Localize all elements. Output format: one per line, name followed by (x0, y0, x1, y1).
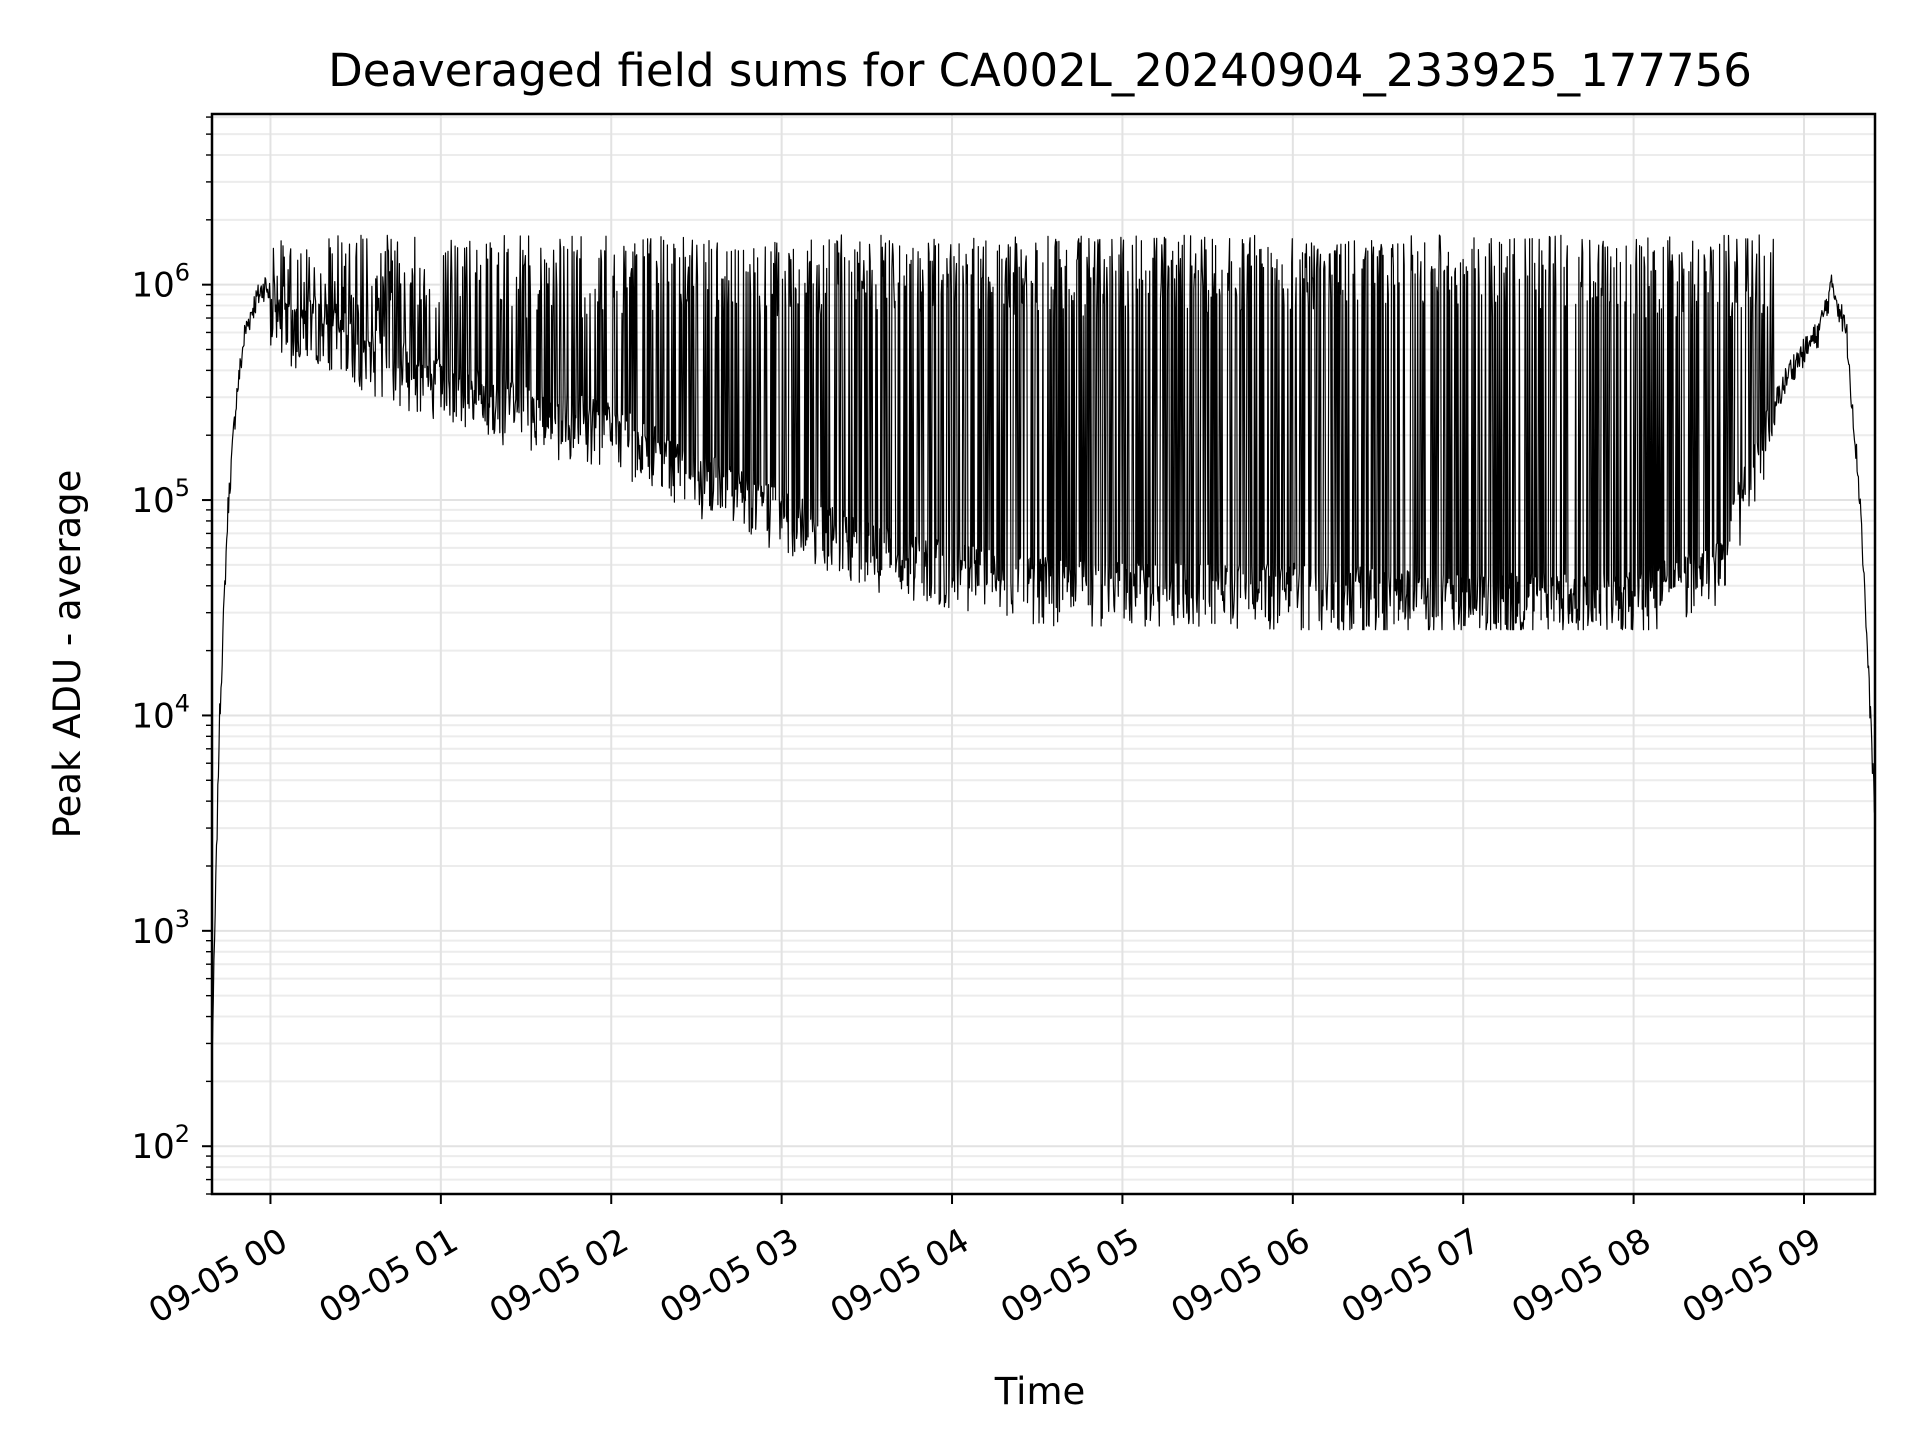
x-tick-label: 09-05 01 (313, 1221, 465, 1332)
y-tick-label: 105 (131, 474, 190, 521)
chart-title: Deaveraged field sums for CA002L_2024090… (328, 44, 1752, 97)
x-tick-label: 09-05 06 (1165, 1221, 1317, 1332)
x-tick-label: 09-05 00 (142, 1221, 294, 1332)
y-tick-label: 104 (131, 689, 190, 736)
y-axis-label: Peak ADU - average (46, 470, 89, 839)
y-tick-label: 103 (131, 905, 190, 952)
x-axis-label: Time (994, 1370, 1086, 1413)
x-tick-label: 09-05 07 (1335, 1221, 1487, 1332)
series-line (211, 234, 1876, 1058)
x-tick-label: 09-05 09 (1676, 1221, 1828, 1332)
series-layer (211, 234, 1876, 1058)
plot-area-frame (210, 112, 1877, 1196)
y-tick-label: 106 (131, 259, 190, 306)
x-tick-label: 09-05 04 (824, 1221, 976, 1332)
x-tick-label: 09-05 08 (1505, 1221, 1657, 1332)
x-tick-label: 09-05 03 (653, 1221, 805, 1332)
x-tick-label: 09-05 05 (994, 1221, 1146, 1332)
x-tick-label: 09-05 02 (483, 1221, 635, 1332)
y-tick-label: 102 (131, 1120, 190, 1167)
